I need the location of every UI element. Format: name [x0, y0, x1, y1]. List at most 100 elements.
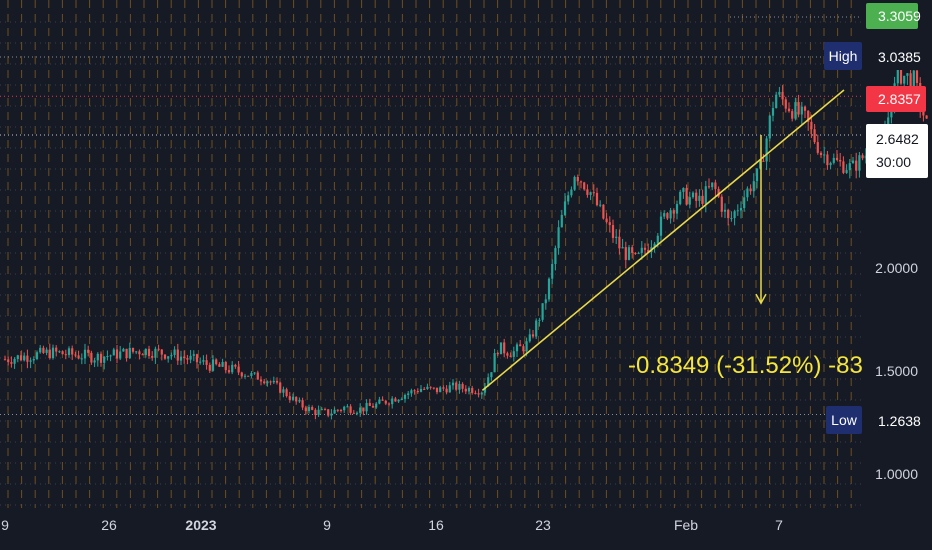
candle-body — [621, 247, 624, 249]
candle-body — [167, 356, 170, 359]
candle-body — [202, 360, 205, 362]
candle-body — [903, 75, 906, 84]
candle-body — [192, 354, 195, 356]
candle-body — [42, 347, 45, 353]
candle-body — [656, 235, 659, 244]
candle-body — [23, 355, 26, 361]
candle-body — [112, 349, 115, 356]
trendline[interactable] — [481, 89, 845, 391]
candle-body — [400, 398, 403, 400]
candle-body — [480, 392, 483, 395]
candle-body — [138, 351, 141, 355]
x-tick-label: 2023 — [185, 517, 216, 533]
last-price-tag: 2.6482 — [876, 131, 919, 147]
candle-body — [640, 247, 643, 253]
candlestick-series — [3, 63, 928, 420]
candle-body — [115, 349, 119, 359]
candle-body — [64, 354, 67, 356]
candle-body — [611, 225, 615, 238]
candle-body — [186, 358, 189, 360]
candle-body — [896, 66, 899, 84]
axes: 9 26 2023 9 16 23 Feb 7 1.0000 1.5000 2.0000 — [1, 260, 918, 533]
candle-body — [211, 359, 215, 371]
candle-body — [205, 360, 208, 365]
candle-body — [154, 348, 157, 358]
candle-body — [26, 355, 29, 362]
candle-body — [477, 393, 480, 395]
candle-body — [842, 161, 845, 173]
candle-body — [263, 381, 266, 384]
candle-body — [797, 102, 800, 115]
candle-body — [320, 409, 323, 411]
candle-body — [179, 356, 183, 361]
candle-body — [48, 349, 51, 359]
candle-body — [679, 191, 682, 205]
candle-body — [499, 342, 503, 355]
candle-body — [394, 398, 397, 402]
candle-body — [144, 348, 147, 355]
candle-body — [624, 247, 627, 260]
candle-body — [285, 389, 288, 397]
candle-body — [221, 362, 224, 367]
y-tick-label: 1.0000 — [875, 466, 918, 482]
candle-body — [704, 186, 707, 204]
measure-label: -0.8349 (-31.52%) -83 — [628, 352, 863, 379]
candle-body — [759, 160, 762, 169]
candle-body — [653, 243, 656, 248]
candle-body — [778, 91, 781, 95]
candle-body — [189, 355, 192, 360]
candle-body — [899, 66, 903, 84]
candle-body — [823, 154, 826, 156]
candle-body — [487, 377, 490, 387]
candle-body — [525, 341, 528, 352]
candle-body — [695, 192, 698, 201]
candle-body — [106, 356, 109, 358]
candle-body — [333, 409, 336, 414]
candle-body — [890, 111, 893, 118]
candle-body — [259, 379, 263, 382]
candle-body — [586, 189, 589, 195]
candle-body — [781, 91, 784, 100]
candle-body — [234, 364, 237, 367]
candle-body — [631, 247, 634, 253]
high-price-tag: 3.0385 — [878, 49, 921, 65]
candle-body — [55, 347, 58, 352]
candle-body — [663, 213, 666, 217]
candle-body — [755, 168, 759, 182]
candle-body — [397, 399, 400, 402]
candle-body — [35, 352, 39, 359]
drawings[interactable]: -0.8349 (-31.52%) -83 — [481, 89, 863, 391]
candle-body — [791, 111, 794, 119]
low-price-tag-bg — [866, 408, 926, 434]
candle-body — [691, 192, 695, 198]
candle-body — [858, 155, 861, 171]
x-tick-label: 16 — [428, 517, 444, 533]
candle-body — [503, 342, 506, 354]
candle-body — [128, 347, 131, 359]
low-label-tag: Low — [831, 412, 858, 428]
candle-body — [775, 94, 778, 109]
candle-body — [336, 409, 339, 411]
candle-body — [803, 106, 807, 111]
candle-body — [311, 407, 314, 410]
candle-body — [362, 407, 365, 412]
candle-body — [266, 381, 269, 384]
candle-body — [387, 403, 391, 405]
candle-body — [768, 115, 771, 139]
candle-body — [218, 364, 221, 367]
candle-body — [195, 354, 199, 363]
candle-body — [445, 388, 448, 393]
candle-body — [71, 348, 74, 355]
candle-body — [832, 157, 835, 163]
candle-body — [551, 263, 554, 279]
candle-body — [490, 372, 493, 378]
candle-body — [496, 353, 499, 355]
candle-body — [458, 383, 461, 390]
top-price-tag-bg — [866, 3, 918, 29]
candle-body — [439, 387, 442, 393]
candle-body — [183, 356, 186, 359]
candle-body — [736, 210, 739, 212]
candle-body — [851, 160, 855, 164]
x-tick-label: 7 — [775, 517, 783, 533]
